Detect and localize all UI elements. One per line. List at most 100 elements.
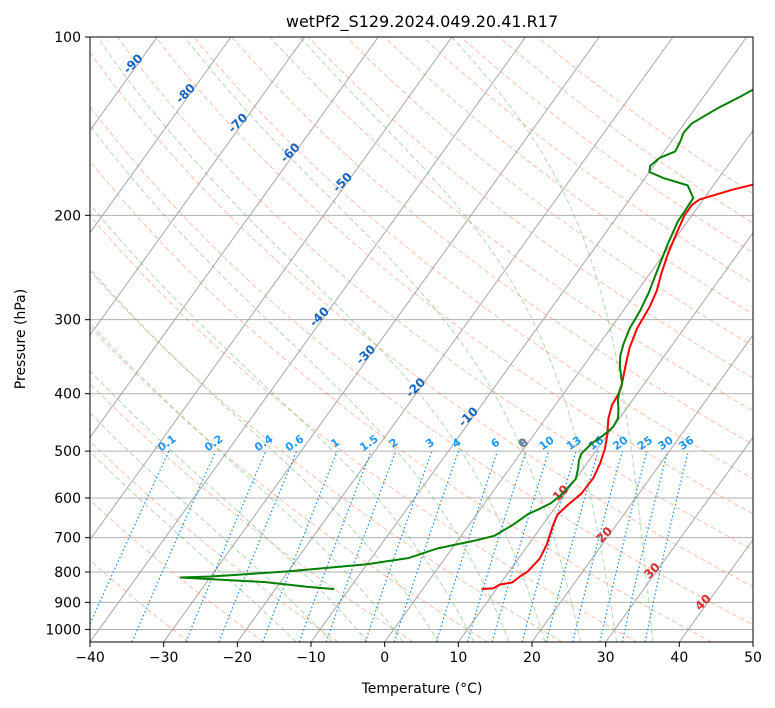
mixing-ratio-line — [185, 450, 267, 642]
y-axis-label: Pressure (hPa) — [13, 289, 29, 389]
dry-adiabat — [193, 37, 753, 480]
dry-adiabat — [422, 37, 753, 284]
dry-adiabat — [155, 37, 753, 515]
isotherm-label: -60 — [278, 140, 303, 165]
isotherm-line — [605, 436, 753, 642]
isotherm-label: 0 — [515, 435, 531, 451]
isotherm-line — [90, 37, 453, 541]
isotherm-label: 40 — [692, 591, 714, 613]
x-tick-label: −20 — [223, 650, 253, 666]
dry-adiabat — [90, 559, 190, 642]
isotherm-line — [90, 37, 306, 336]
dry-adiabat — [269, 37, 753, 412]
isotherm-line — [90, 37, 232, 234]
x-axis-label: Temperature (°C) — [361, 681, 483, 697]
x-tick-label: 0 — [380, 650, 389, 666]
isotherm-line — [0, 37, 10, 642]
dry-adiabat — [231, 37, 753, 445]
dry-adiabat — [90, 214, 638, 642]
x-tick-label: 30 — [597, 650, 615, 666]
moist-adiabat — [90, 203, 475, 642]
dry-adiabat — [536, 37, 753, 195]
y-tick-label: 300 — [54, 313, 81, 329]
moist-adiabat — [184, 37, 582, 642]
isotherm-label: -70 — [225, 110, 250, 135]
mixing-ratio-label: 25 — [635, 434, 655, 453]
mixing-ratio-line — [644, 450, 689, 642]
mixing-ratio-line — [393, 450, 460, 642]
dry-adiabat — [90, 499, 264, 642]
y-axis: 100 200 300 400 500 600 700 800 900 1000 — [45, 30, 90, 638]
dry-adiabat — [384, 37, 753, 315]
isotherm-line — [384, 129, 753, 642]
dry-adiabat — [90, 270, 563, 642]
isotherm-label: -40 — [307, 304, 332, 329]
moist-adiabat — [90, 370, 369, 642]
y-tick-label: 1000 — [45, 622, 81, 638]
x-tick-label: 50 — [744, 650, 762, 666]
dry-adiabat — [90, 382, 414, 642]
moist-adiabat — [90, 124, 510, 642]
mixing-ratio-line — [131, 450, 217, 642]
mixing-ratio-line — [466, 450, 527, 642]
mixing-ratio-line — [90, 450, 170, 626]
mixing-ratio-label: 6 — [489, 436, 503, 451]
isotherm-line — [457, 231, 753, 642]
mixing-ratio-label: 36 — [676, 433, 696, 453]
dry-adiabat — [90, 51, 753, 588]
mixing-ratio-line — [218, 450, 298, 642]
mixing-ratio-label: 3 — [423, 436, 437, 451]
y-tick-label: 800 — [54, 565, 81, 581]
x-tick-label: 20 — [523, 650, 541, 666]
isotherm-line — [678, 538, 753, 642]
mixing-ratio-label: 30 — [656, 433, 676, 453]
x-tick-label: 40 — [670, 650, 688, 666]
mixing-ratio-line — [545, 450, 599, 642]
isotherm-label: -90 — [120, 51, 145, 76]
isotherm-line — [531, 334, 753, 642]
mixing-ratio-line — [364, 450, 433, 642]
x-axis: −40 −30 −20 −10 0 10 20 30 40 50 — [75, 642, 762, 666]
isotherm-line — [163, 37, 600, 642]
moist-adiabat — [90, 412, 333, 642]
dry-adiabat — [498, 37, 753, 224]
moist-adiabat — [90, 268, 439, 642]
dry-adiabat — [345, 37, 753, 347]
mixing-ratio-line — [435, 450, 499, 642]
isotherm-line — [310, 37, 748, 642]
moist-adiabat — [96, 37, 546, 642]
mixing-ratio-line — [572, 450, 623, 642]
dry-adiabat — [90, 105, 753, 626]
dewpoint-profile — [179, 88, 753, 591]
mixing-ratio-label: 4 — [450, 436, 464, 451]
isotherm-label: -30 — [353, 342, 378, 367]
temperature-profile — [481, 183, 753, 591]
moist-adiabat — [90, 322, 404, 642]
y-tick-label: 200 — [54, 208, 81, 224]
x-tick-label: −40 — [75, 650, 105, 666]
y-tick-label: 500 — [54, 444, 81, 460]
isotherm-label: -50 — [330, 170, 355, 195]
mixing-ratio-line — [298, 450, 372, 642]
plot-frame — [89, 36, 754, 643]
dry-adiabat — [460, 37, 753, 254]
mixing-ratio-line — [491, 450, 550, 642]
y-tick-label: 400 — [54, 387, 81, 403]
mixing-ratio-line — [521, 450, 577, 642]
dry-adiabat — [90, 160, 712, 642]
x-tick-label: 10 — [449, 650, 467, 666]
moist-adiabat — [451, 37, 654, 642]
y-tick-label: 900 — [54, 595, 81, 611]
y-tick-label: 600 — [54, 491, 81, 507]
mixing-ratio-label: 20 — [610, 433, 630, 453]
isotherm-line — [236, 37, 674, 642]
mixing-ratio-line — [599, 450, 648, 642]
dry-adiabat — [90, 326, 488, 642]
dry-adiabat — [117, 37, 753, 551]
mixing-ratio-label: 10 — [537, 433, 557, 453]
mixing-ratio-line — [621, 450, 669, 642]
isotherm-label: 30 — [641, 560, 663, 582]
moist-adiabat — [299, 37, 618, 642]
isotherm-line — [90, 37, 379, 439]
